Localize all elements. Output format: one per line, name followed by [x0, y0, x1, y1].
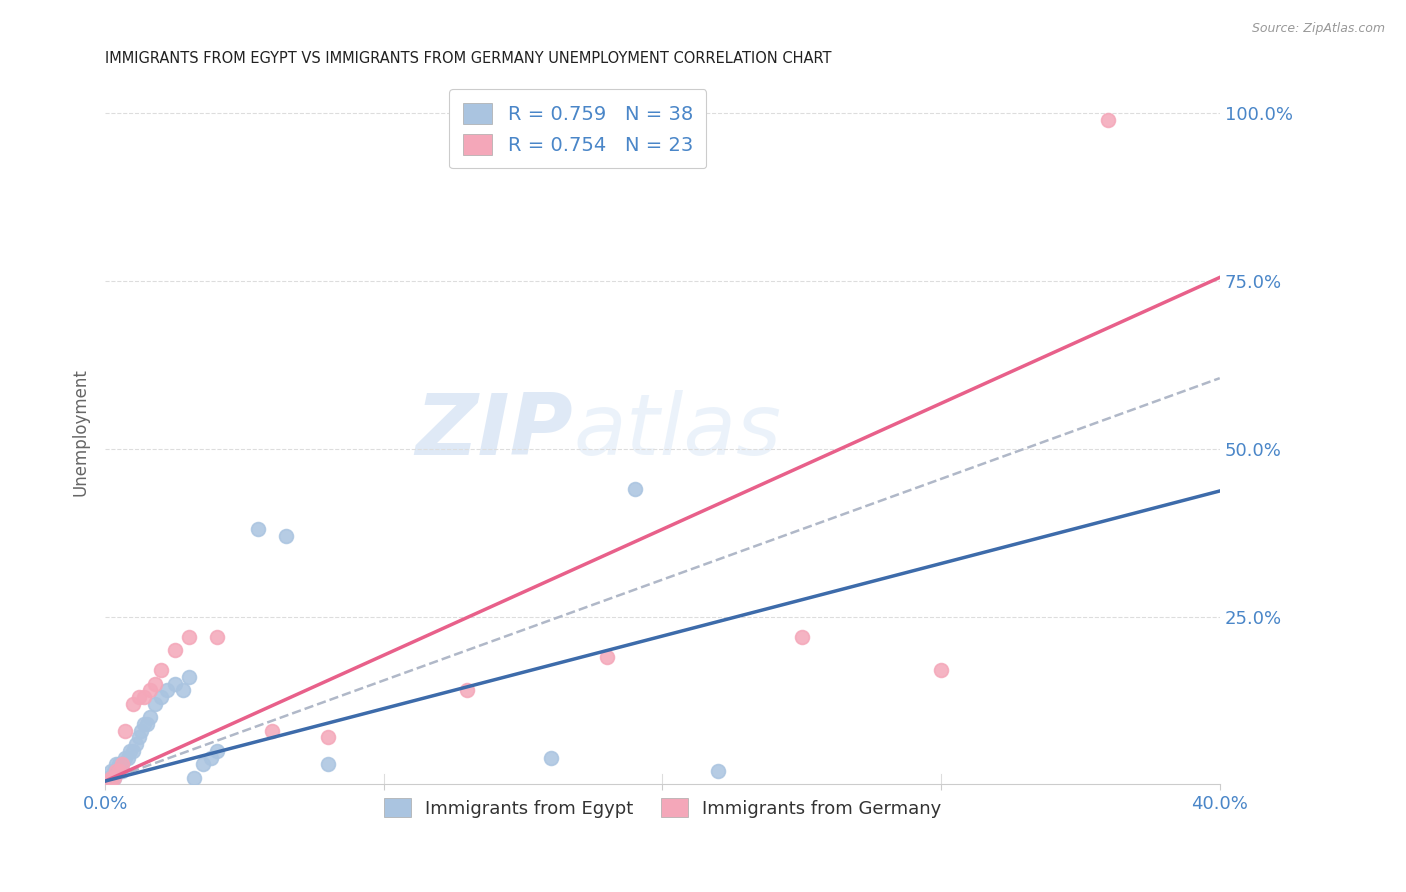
Point: [114, 750, 136, 764]
Point: [117, 750, 139, 764]
Point: [114, 723, 136, 738]
Point: [191, 757, 214, 772]
Point: [111, 764, 134, 778]
Point: [111, 757, 134, 772]
Point: [205, 744, 228, 758]
Point: [183, 771, 205, 785]
Point: [108, 757, 131, 772]
Point: [262, 723, 284, 738]
Point: [134, 690, 156, 705]
Point: [316, 731, 339, 745]
Point: [149, 663, 172, 677]
Point: [105, 764, 128, 778]
Point: [145, 676, 167, 690]
Point: [155, 683, 177, 698]
Point: [247, 522, 270, 536]
Point: [929, 663, 952, 677]
Point: [111, 757, 134, 772]
Point: [177, 630, 200, 644]
Point: [103, 771, 125, 785]
Point: [122, 744, 145, 758]
Point: [149, 690, 172, 705]
Point: [145, 697, 167, 711]
Text: IMMIGRANTS FROM EGYPT VS IMMIGRANTS FROM GERMANY UNEMPLOYMENT CORRELATION CHART: IMMIGRANTS FROM EGYPT VS IMMIGRANTS FROM…: [105, 51, 832, 66]
Point: [108, 764, 131, 778]
Point: [139, 710, 162, 724]
Point: [100, 771, 122, 785]
Point: [97, 774, 120, 789]
Point: [790, 630, 813, 644]
Text: ZIP: ZIP: [416, 391, 574, 474]
Point: [128, 731, 150, 745]
Point: [134, 717, 156, 731]
Point: [276, 529, 298, 543]
Point: [97, 774, 120, 789]
Point: [97, 771, 120, 785]
Point: [1097, 112, 1119, 127]
Point: [128, 690, 150, 705]
Point: [163, 676, 186, 690]
Point: [596, 649, 619, 664]
Point: [108, 764, 131, 778]
Point: [131, 723, 153, 738]
Point: [105, 764, 128, 778]
Point: [139, 683, 162, 698]
Point: [456, 683, 478, 698]
Point: [316, 757, 339, 772]
Point: [122, 697, 145, 711]
Point: [623, 482, 645, 496]
Point: [163, 643, 186, 657]
Point: [103, 771, 125, 785]
Point: [200, 750, 222, 764]
Point: [100, 764, 122, 778]
Text: Source: ZipAtlas.com: Source: ZipAtlas.com: [1251, 22, 1385, 36]
Point: [172, 683, 194, 698]
Point: [136, 717, 159, 731]
Point: [205, 630, 228, 644]
Point: [707, 764, 730, 778]
Point: [125, 737, 148, 751]
Point: [100, 771, 122, 785]
Point: [540, 750, 562, 764]
Point: [177, 670, 200, 684]
Point: [105, 757, 128, 772]
Legend: Immigrants from Egypt, Immigrants from Germany: Immigrants from Egypt, Immigrants from G…: [377, 790, 949, 825]
Y-axis label: Unemployment: Unemployment: [72, 368, 89, 496]
Point: [120, 744, 142, 758]
Text: atlas: atlas: [574, 391, 782, 474]
Point: [103, 764, 125, 778]
